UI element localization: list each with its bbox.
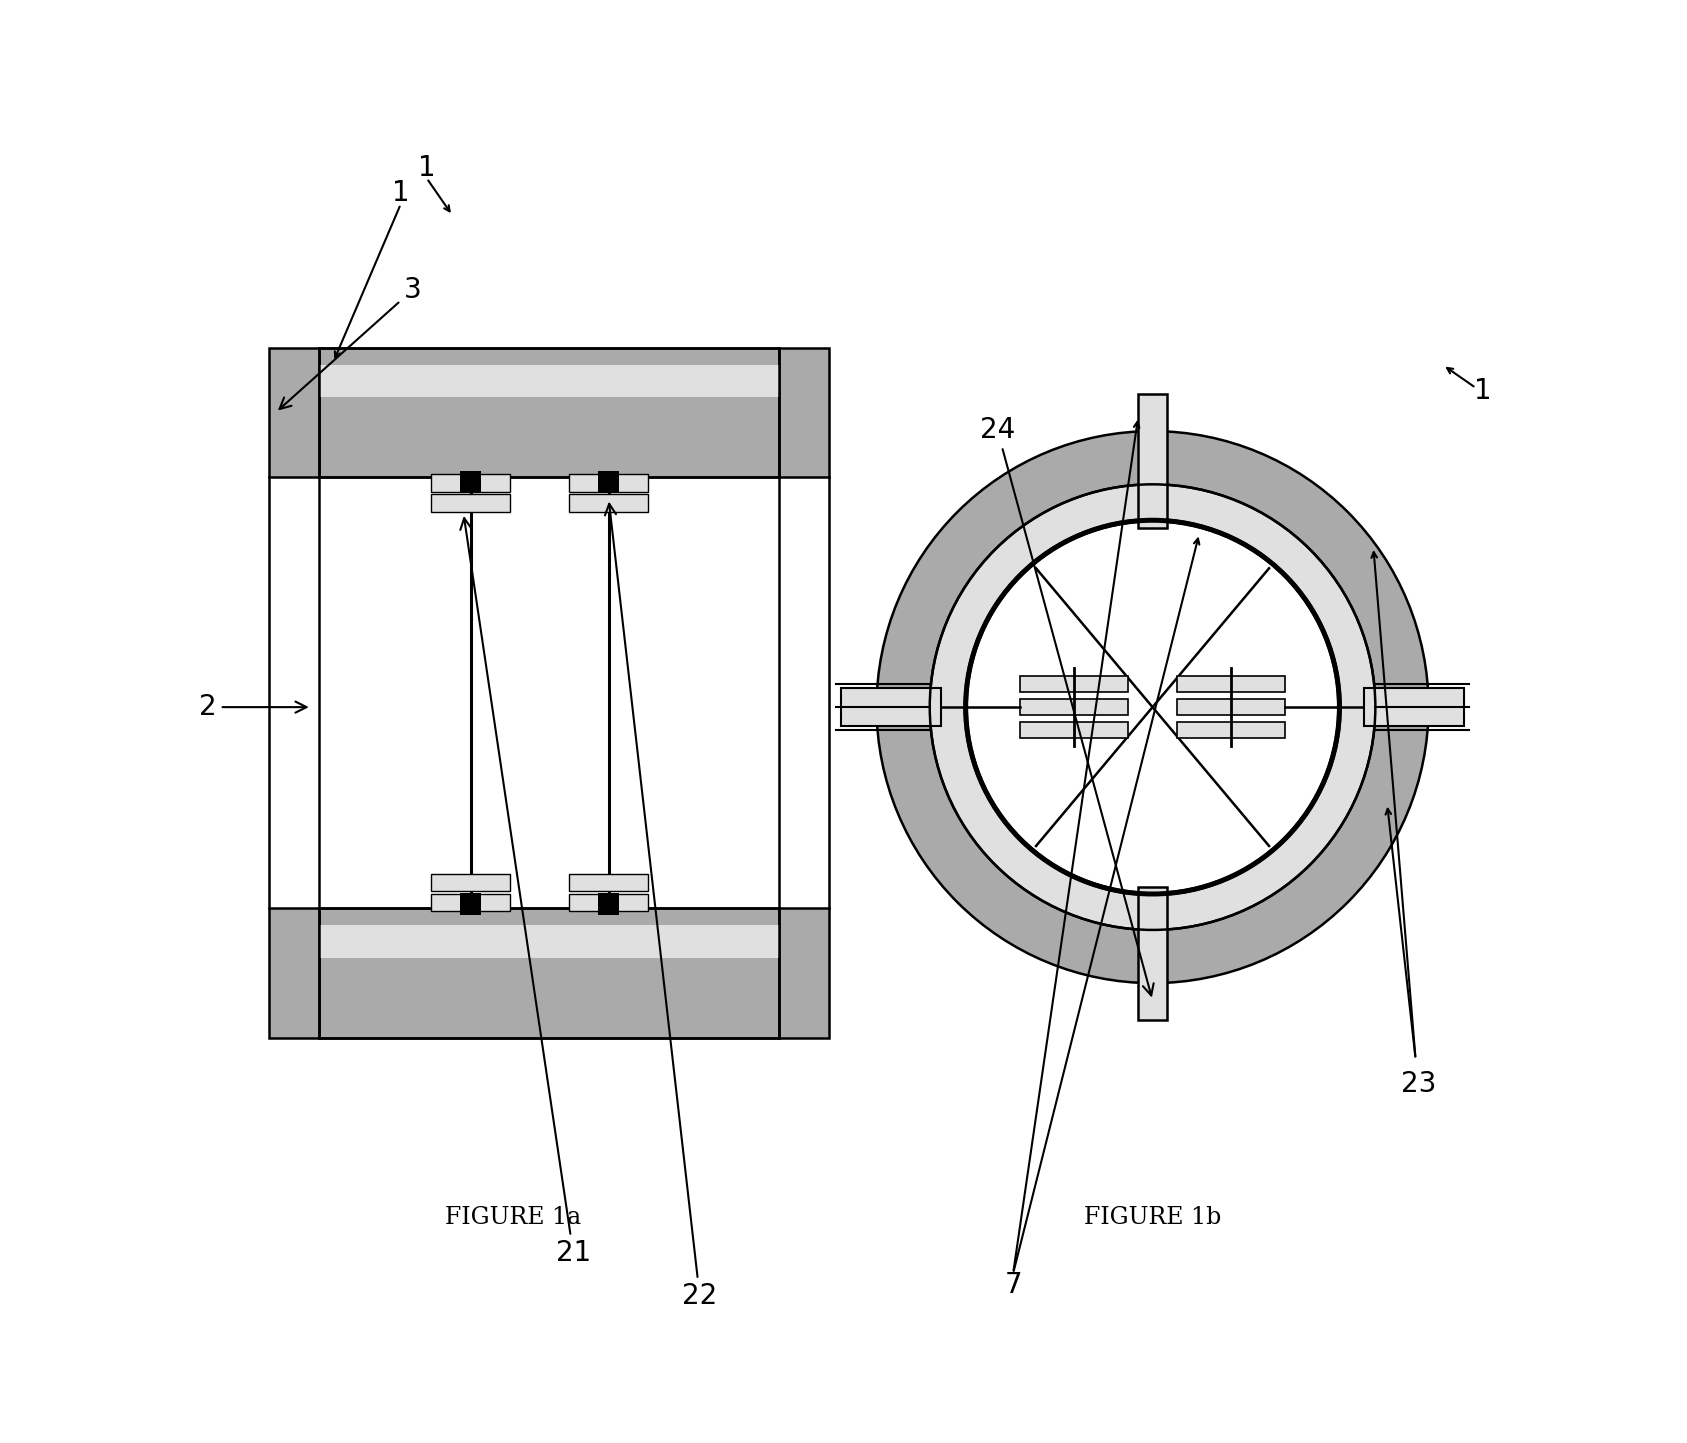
Bar — [779, 908, 828, 1038]
Bar — [319, 478, 779, 908]
Bar — [1178, 700, 1285, 716]
Bar — [1178, 677, 1285, 693]
Bar — [319, 908, 779, 1038]
Bar — [779, 348, 828, 478]
Bar — [1021, 700, 1129, 716]
Bar — [461, 470, 481, 492]
Bar — [319, 365, 779, 397]
Bar — [597, 470, 619, 492]
Bar — [319, 348, 779, 478]
Text: 21: 21 — [461, 518, 590, 1267]
Text: 23: 23 — [1400, 1069, 1436, 1098]
Bar — [569, 874, 648, 892]
Bar — [432, 874, 509, 892]
Polygon shape — [1139, 394, 1167, 528]
Bar — [432, 475, 509, 492]
Bar — [1021, 722, 1129, 737]
Bar — [319, 908, 779, 1038]
Bar — [569, 895, 648, 911]
Text: 1: 1 — [1474, 377, 1491, 405]
Bar — [597, 893, 619, 915]
Text: 2: 2 — [199, 693, 307, 722]
Bar — [432, 495, 509, 512]
Bar — [268, 908, 319, 1038]
Polygon shape — [840, 688, 941, 726]
Bar — [1178, 722, 1285, 737]
Bar — [569, 475, 648, 492]
Bar — [319, 348, 779, 478]
Bar — [268, 348, 319, 478]
Text: 1: 1 — [418, 154, 435, 182]
Bar — [268, 908, 319, 1038]
Text: 1: 1 — [391, 179, 410, 206]
Circle shape — [965, 521, 1339, 895]
Text: 22: 22 — [606, 504, 717, 1310]
Bar — [461, 893, 481, 915]
Text: 7: 7 — [1004, 1271, 1022, 1299]
Bar — [1021, 677, 1129, 693]
Polygon shape — [1363, 688, 1464, 726]
Text: 3: 3 — [280, 276, 422, 408]
Bar — [268, 348, 319, 478]
Polygon shape — [1139, 887, 1167, 1020]
Bar — [319, 908, 779, 1038]
Bar — [779, 908, 828, 1038]
Circle shape — [877, 431, 1429, 983]
Text: 24: 24 — [980, 416, 1154, 996]
Bar — [432, 895, 509, 911]
Bar — [319, 925, 779, 958]
Bar — [569, 495, 648, 512]
Text: FIGURE 1b: FIGURE 1b — [1085, 1206, 1221, 1229]
Text: FIGURE 1a: FIGURE 1a — [445, 1206, 580, 1229]
Bar — [779, 348, 828, 478]
Circle shape — [930, 485, 1375, 929]
Bar — [319, 348, 779, 478]
